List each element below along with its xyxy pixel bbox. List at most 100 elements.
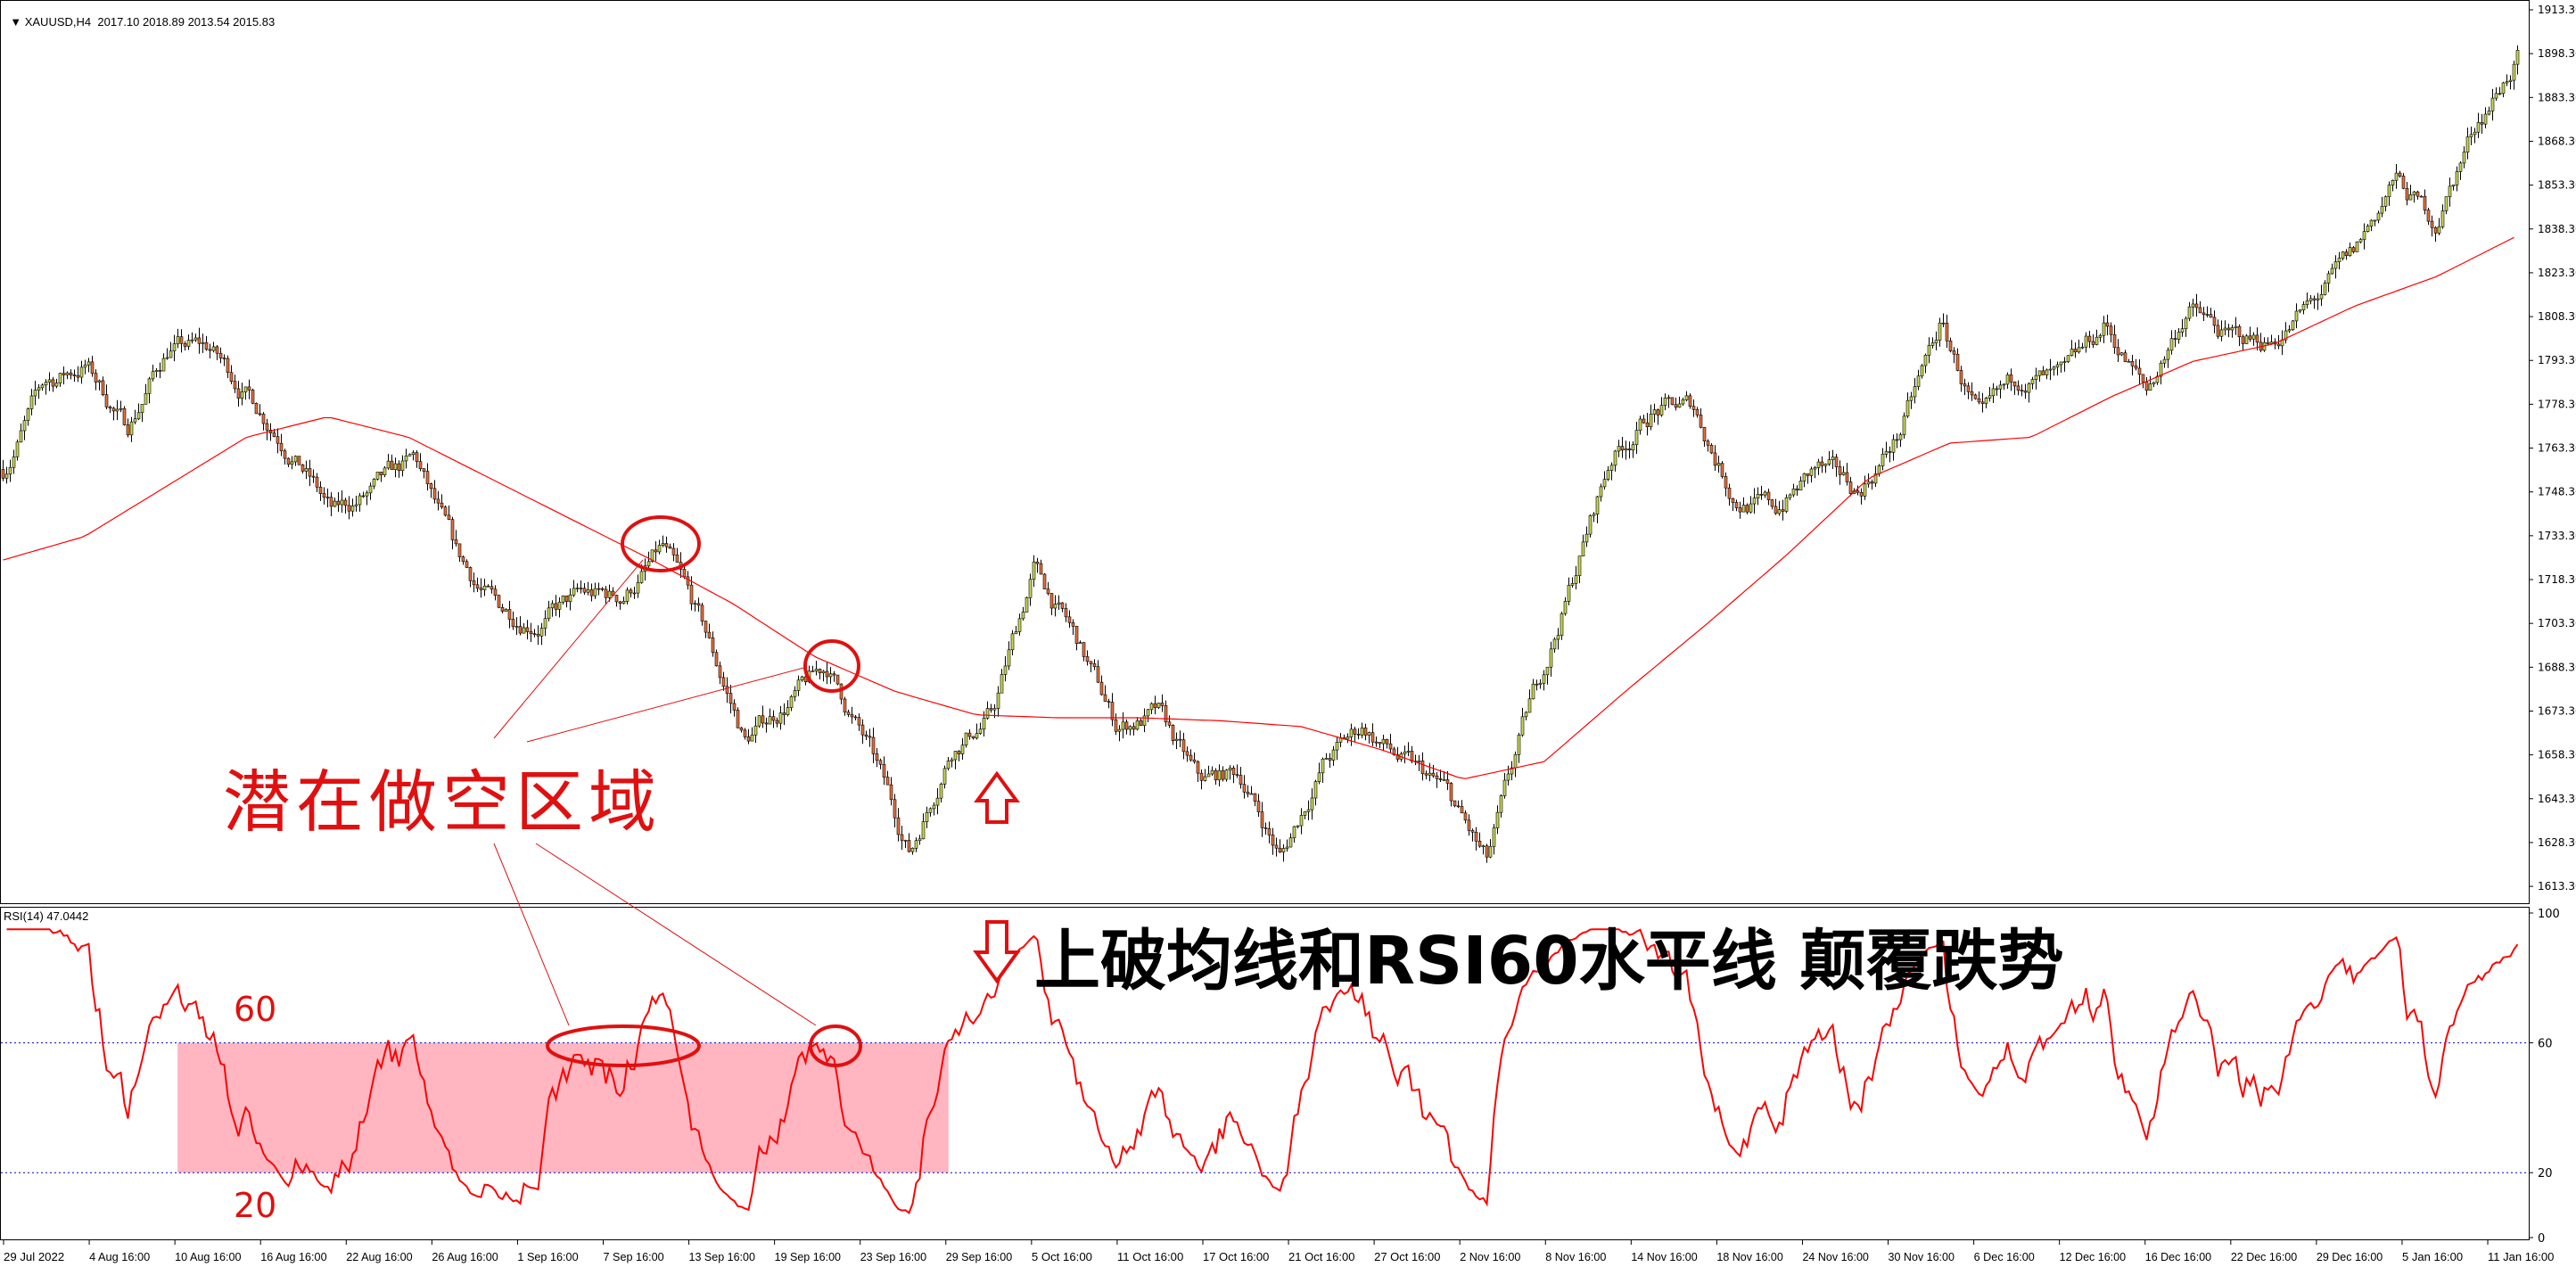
bull-candle xyxy=(1545,666,1550,676)
bear-candle xyxy=(582,588,587,593)
price-axis-label: 1868.30 xyxy=(2538,135,2576,147)
bear-candle xyxy=(2009,374,2013,383)
bull-candle xyxy=(2462,152,2466,164)
bear-candle xyxy=(1856,490,1860,493)
bear-candle xyxy=(1438,778,1443,780)
bull-candle xyxy=(411,452,416,456)
bull-candle xyxy=(1156,703,1161,708)
price-axis-label: 1658.30 xyxy=(2538,749,2576,761)
bull-candle xyxy=(169,350,173,358)
bear-candle xyxy=(896,817,901,835)
bear-candle xyxy=(889,784,893,801)
bear-candle xyxy=(1074,626,1079,645)
bear-candle xyxy=(696,603,701,606)
bull-candle xyxy=(1577,555,1582,576)
price-axis-label: 1733.30 xyxy=(2538,530,2576,542)
bull-candle xyxy=(1117,728,1122,732)
time-axis-label: 17 Oct 16:00 xyxy=(1203,1250,1269,1263)
price-panel-border xyxy=(0,0,2530,904)
bull-candle xyxy=(1991,388,1996,397)
bear-candle xyxy=(468,567,473,581)
bear-candle xyxy=(1139,720,1143,726)
bull-candle xyxy=(778,712,783,724)
up-arrow-icon xyxy=(974,770,1020,824)
bear-candle xyxy=(654,549,658,553)
bear-candle xyxy=(704,621,708,633)
bear-candle xyxy=(2498,93,2502,95)
bull-candle xyxy=(2095,336,2099,345)
bull-candle xyxy=(1684,395,1689,400)
rsi-panel[interactable] xyxy=(1,928,2529,1215)
bear-candle xyxy=(1096,666,1100,683)
bull-candle xyxy=(37,387,41,391)
bull-candle xyxy=(1784,497,1789,512)
bull-candle xyxy=(1492,827,1496,847)
bull-candle xyxy=(1592,514,1596,516)
bull-candle xyxy=(1488,845,1493,858)
bull-candle xyxy=(1667,397,1671,399)
collapse-triangle-icon[interactable]: ▼ xyxy=(10,15,25,29)
bear-candle xyxy=(875,753,879,761)
time-axis-label: 6 Dec 16:00 xyxy=(1974,1250,2035,1263)
bull-candle xyxy=(1863,483,1867,497)
bear-candle xyxy=(1214,769,1218,781)
bull-candle xyxy=(333,500,337,507)
bear-candle xyxy=(1110,702,1115,720)
bull-candle xyxy=(811,671,815,672)
bear-candle xyxy=(868,736,872,738)
bull-candle xyxy=(1335,742,1339,751)
bear-candle xyxy=(457,543,462,557)
bear-candle xyxy=(1941,322,1946,325)
bull-candle xyxy=(1613,450,1617,466)
time-axis-label: 30 Nov 16:00 xyxy=(1889,1250,1955,1263)
bull-candle xyxy=(1021,612,1025,620)
bull-candle xyxy=(1206,773,1211,777)
bull-candle xyxy=(2301,304,2306,310)
bear-candle xyxy=(1246,792,1250,794)
bear-candle xyxy=(279,442,284,452)
bear-candle xyxy=(329,497,333,507)
bear-candle xyxy=(1370,732,1375,743)
bull-candle xyxy=(2316,298,2320,300)
bull-candle xyxy=(586,589,590,593)
bull-candle xyxy=(814,669,819,671)
bull-candle xyxy=(960,745,965,754)
bear-candle xyxy=(472,580,476,586)
price-panel[interactable] xyxy=(1,45,2520,863)
bull-candle xyxy=(8,466,12,475)
bear-candle xyxy=(885,777,890,786)
bear-candle xyxy=(529,631,533,635)
time-axis-label: 13 Sep 16:00 xyxy=(689,1250,755,1263)
time-axis-label: 16 Aug 16:00 xyxy=(260,1250,326,1263)
bear-candle xyxy=(1046,588,1050,594)
bull-candle xyxy=(304,468,309,472)
bear-candle xyxy=(2105,322,2110,327)
bear-candle xyxy=(632,592,637,595)
bear-candle xyxy=(1959,370,1963,384)
bear-candle xyxy=(1253,793,1257,802)
bear-candle xyxy=(1189,754,1193,761)
bear-candle xyxy=(1328,758,1332,761)
bear-candle xyxy=(1196,761,1200,774)
bear-candle xyxy=(479,588,483,590)
annotations xyxy=(493,515,1021,1067)
time-axis-label: 29 Dec 16:00 xyxy=(2317,1250,2383,1263)
bear-candle xyxy=(564,595,569,602)
bull-candle xyxy=(1078,642,1082,645)
bull-candle xyxy=(2187,306,2192,319)
bear-candle xyxy=(247,386,251,391)
bear-candle xyxy=(846,712,851,715)
level-20-annotation: 20 xyxy=(234,1186,277,1225)
bull-candle xyxy=(504,609,508,612)
bear-candle xyxy=(497,595,501,608)
bull-candle xyxy=(372,479,376,487)
annotation-connector xyxy=(493,843,570,1026)
bear-candle xyxy=(2226,327,2231,331)
bear-candle xyxy=(775,720,779,724)
bear-candle xyxy=(629,589,633,594)
bull-candle xyxy=(793,690,797,697)
bull-candle xyxy=(1988,395,1992,399)
bear-candle xyxy=(835,674,840,685)
bear-candle xyxy=(554,603,558,610)
